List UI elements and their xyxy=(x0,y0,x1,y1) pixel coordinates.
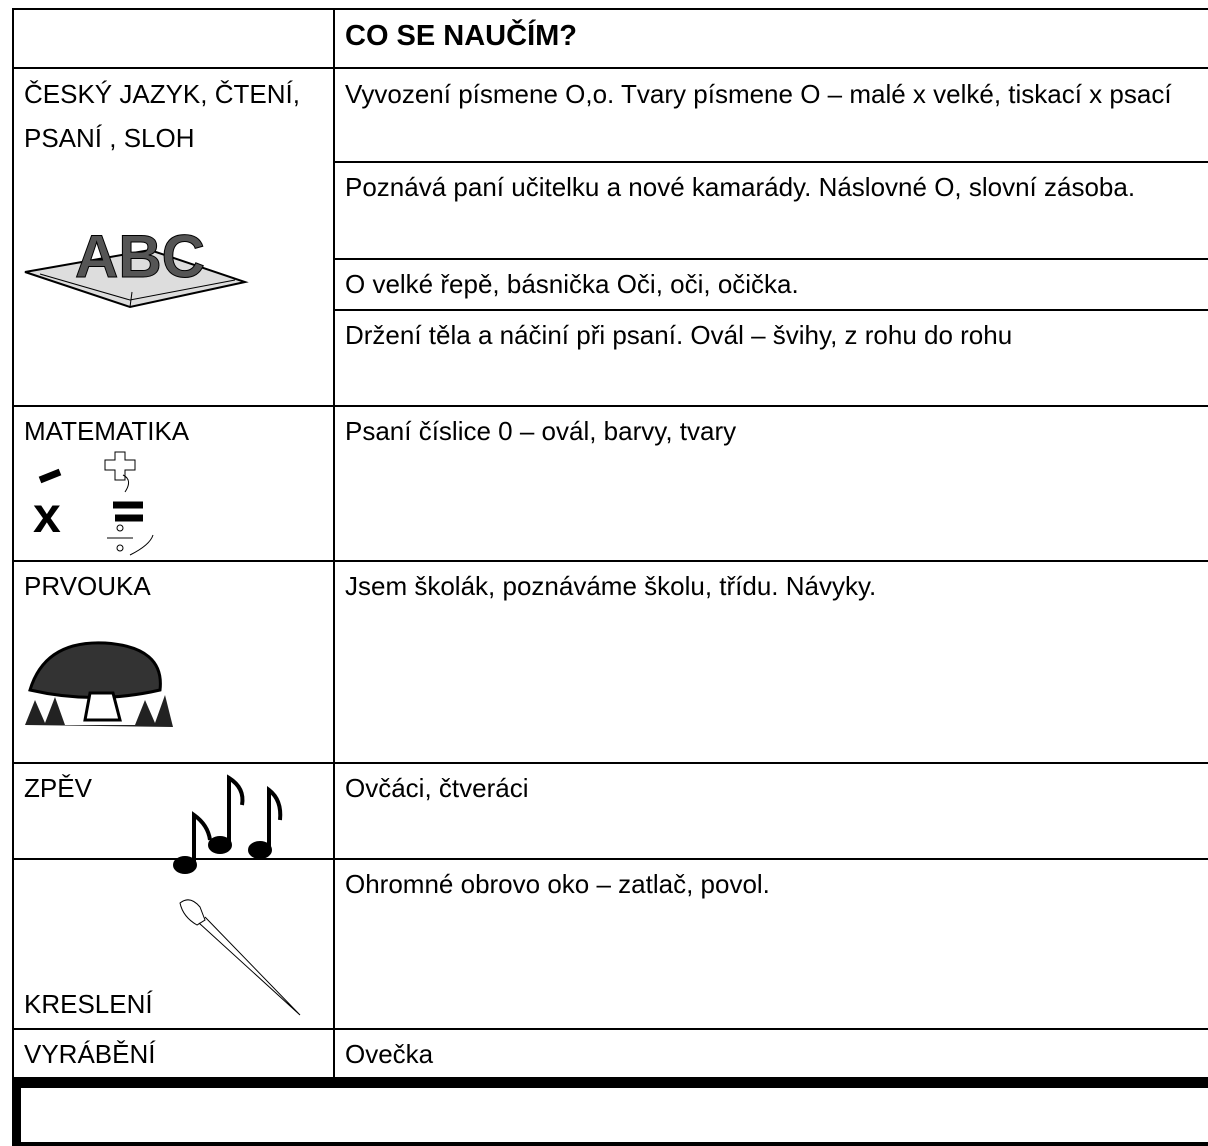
math-icon: x xyxy=(33,451,154,556)
border xyxy=(333,8,335,1077)
border xyxy=(12,8,1208,10)
notes-icon xyxy=(173,774,283,874)
border xyxy=(333,309,1208,311)
subject: ZPĚV xyxy=(24,773,92,803)
footer-box xyxy=(12,1079,1208,1146)
border xyxy=(12,8,14,1077)
lesson-item: Poznává paní učitelku a nové kamarády. N… xyxy=(345,172,1136,202)
border xyxy=(12,1077,1208,1079)
lesson-item: Ohromné obrovo oko – zatlač, povol. xyxy=(345,869,770,899)
lesson-item: Psaní číslice 0 – ovál, barvy, tvary xyxy=(345,416,737,446)
lesson-item: Jsem školák, poznáváme školu, třídu. Náv… xyxy=(345,571,877,601)
subject: VYRÁBĚNÍ xyxy=(24,1039,156,1069)
brush-icon xyxy=(179,899,301,1016)
border xyxy=(12,1028,1208,1030)
lesson-item: O velké řepě, básnička Oči, oči, očička. xyxy=(345,269,799,299)
lesson-item: Držení těla a náčiní při psaní. Ovál – š… xyxy=(345,320,1013,350)
subject: ČESKÝ JAZYK, ČTENÍ, PSANÍ , SLOH xyxy=(24,79,300,153)
border xyxy=(12,858,1208,860)
subject: KRESLENÍ xyxy=(24,989,153,1019)
border xyxy=(333,161,1208,163)
border xyxy=(12,67,1208,69)
border xyxy=(12,405,1208,407)
mushroom-icon xyxy=(25,641,173,727)
border xyxy=(12,560,1208,562)
book-icon: ABC xyxy=(24,223,249,309)
svg-text:ABC: ABC xyxy=(75,223,205,290)
subject: PRVOUKA xyxy=(24,571,151,601)
lesson-item: Vyvození písmene O,o. Tvary písmene O – … xyxy=(345,79,1172,109)
lesson-item: Ovečka xyxy=(345,1039,434,1069)
header-title: CO SE NAUČÍM? xyxy=(345,20,577,52)
subject: MATEMATIKA xyxy=(24,416,190,446)
border xyxy=(333,258,1208,260)
lesson-item: Ovčáci, čtveráci xyxy=(345,773,529,803)
border xyxy=(12,762,1208,764)
svg-text:x: x xyxy=(33,487,61,543)
